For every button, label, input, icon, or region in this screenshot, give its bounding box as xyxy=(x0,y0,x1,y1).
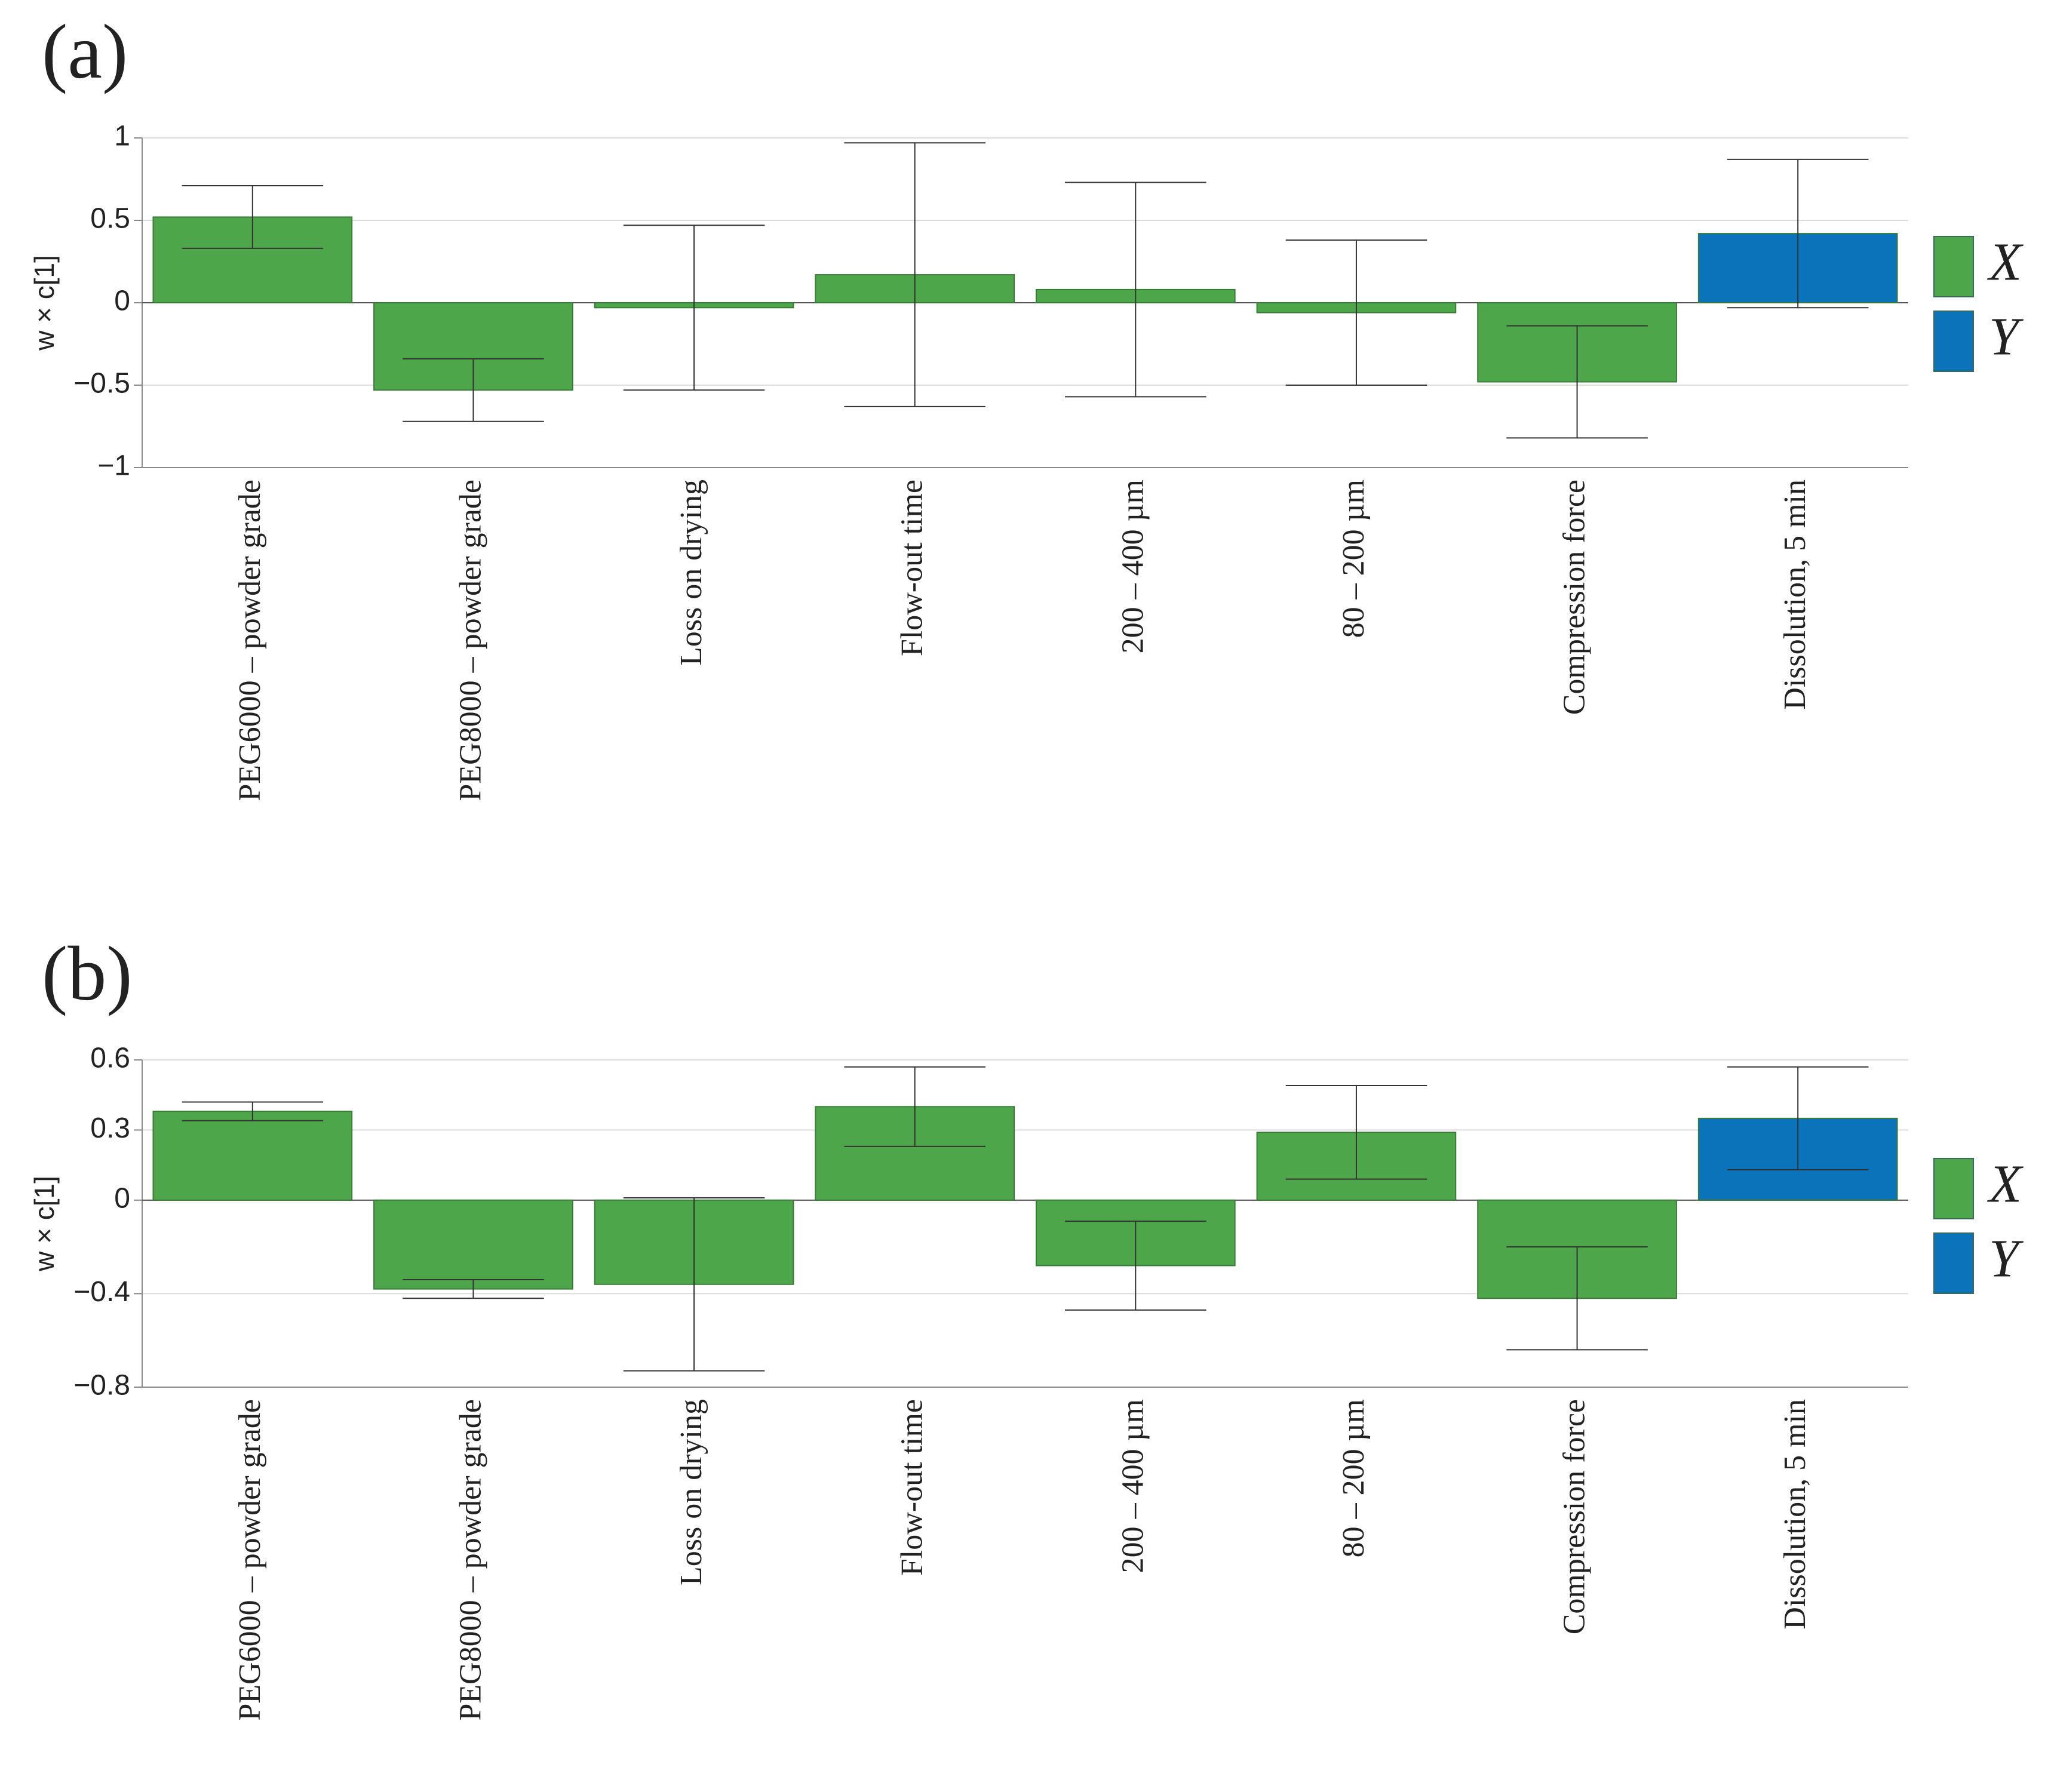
x-tick-label: Dissolution, 5 min xyxy=(1778,1399,1812,1630)
legend-swatch xyxy=(1933,236,1974,297)
legend-label: Y xyxy=(1989,308,2024,367)
y-tick-label: 0.6 xyxy=(90,1043,130,1074)
x-tick-label: Flow-out time xyxy=(895,479,929,656)
x-tick-label: PEG6000 – powder grade xyxy=(233,1399,267,1721)
x-tick-label: 80 – 200 µm xyxy=(1337,479,1371,638)
x-tick-label: PEG6000 – powder grade xyxy=(233,479,267,801)
x-tick-label: Dissolution, 5 min xyxy=(1778,479,1812,710)
x-tick-label: 200 – 400 µm xyxy=(1116,1399,1150,1573)
x-tick-label: 200 – 400 µm xyxy=(1116,479,1150,653)
legend-swatch xyxy=(1933,311,1974,372)
x-tick-label: Flow-out time xyxy=(895,1399,929,1576)
x-tick-label: PEG8000 – powder grade xyxy=(453,479,487,801)
y-tick-label: −0.8 xyxy=(73,1370,130,1401)
legend-swatch xyxy=(1933,1158,1974,1219)
y-tick-label: −1 xyxy=(97,450,130,482)
x-tick-label: Compression force xyxy=(1558,1399,1592,1634)
x-tick-label: PEG8000 – powder grade xyxy=(453,1399,487,1721)
x-tick-label: 80 – 200 µm xyxy=(1337,1399,1371,1557)
x-tick-label: Loss on drying xyxy=(674,1399,708,1585)
y-axis-label: w × c[1] xyxy=(29,255,60,351)
y-tick-label: 1 xyxy=(114,121,130,152)
panel-label: (b) xyxy=(42,931,133,1017)
y-tick-label: −0.4 xyxy=(73,1276,130,1308)
y-axis-label: w × c[1] xyxy=(29,1176,60,1272)
bar xyxy=(373,1199,573,1290)
y-tick-label: 0.3 xyxy=(90,1112,130,1144)
x-tick-label: Compression force xyxy=(1558,479,1592,715)
y-tick-label: 0 xyxy=(114,1183,130,1215)
bar xyxy=(152,1111,353,1201)
legend-swatch xyxy=(1933,1232,1974,1294)
panel-label: (a) xyxy=(42,9,128,95)
legend-label: X xyxy=(1987,1155,2024,1214)
x-tick-label: Loss on drying xyxy=(674,479,708,666)
legend-label: X xyxy=(1987,233,2024,292)
y-tick-label: −0.5 xyxy=(73,368,130,399)
y-tick-label: 0 xyxy=(114,285,130,317)
legend-label: Y xyxy=(1989,1229,2024,1289)
y-tick-label: 0.5 xyxy=(90,203,130,235)
